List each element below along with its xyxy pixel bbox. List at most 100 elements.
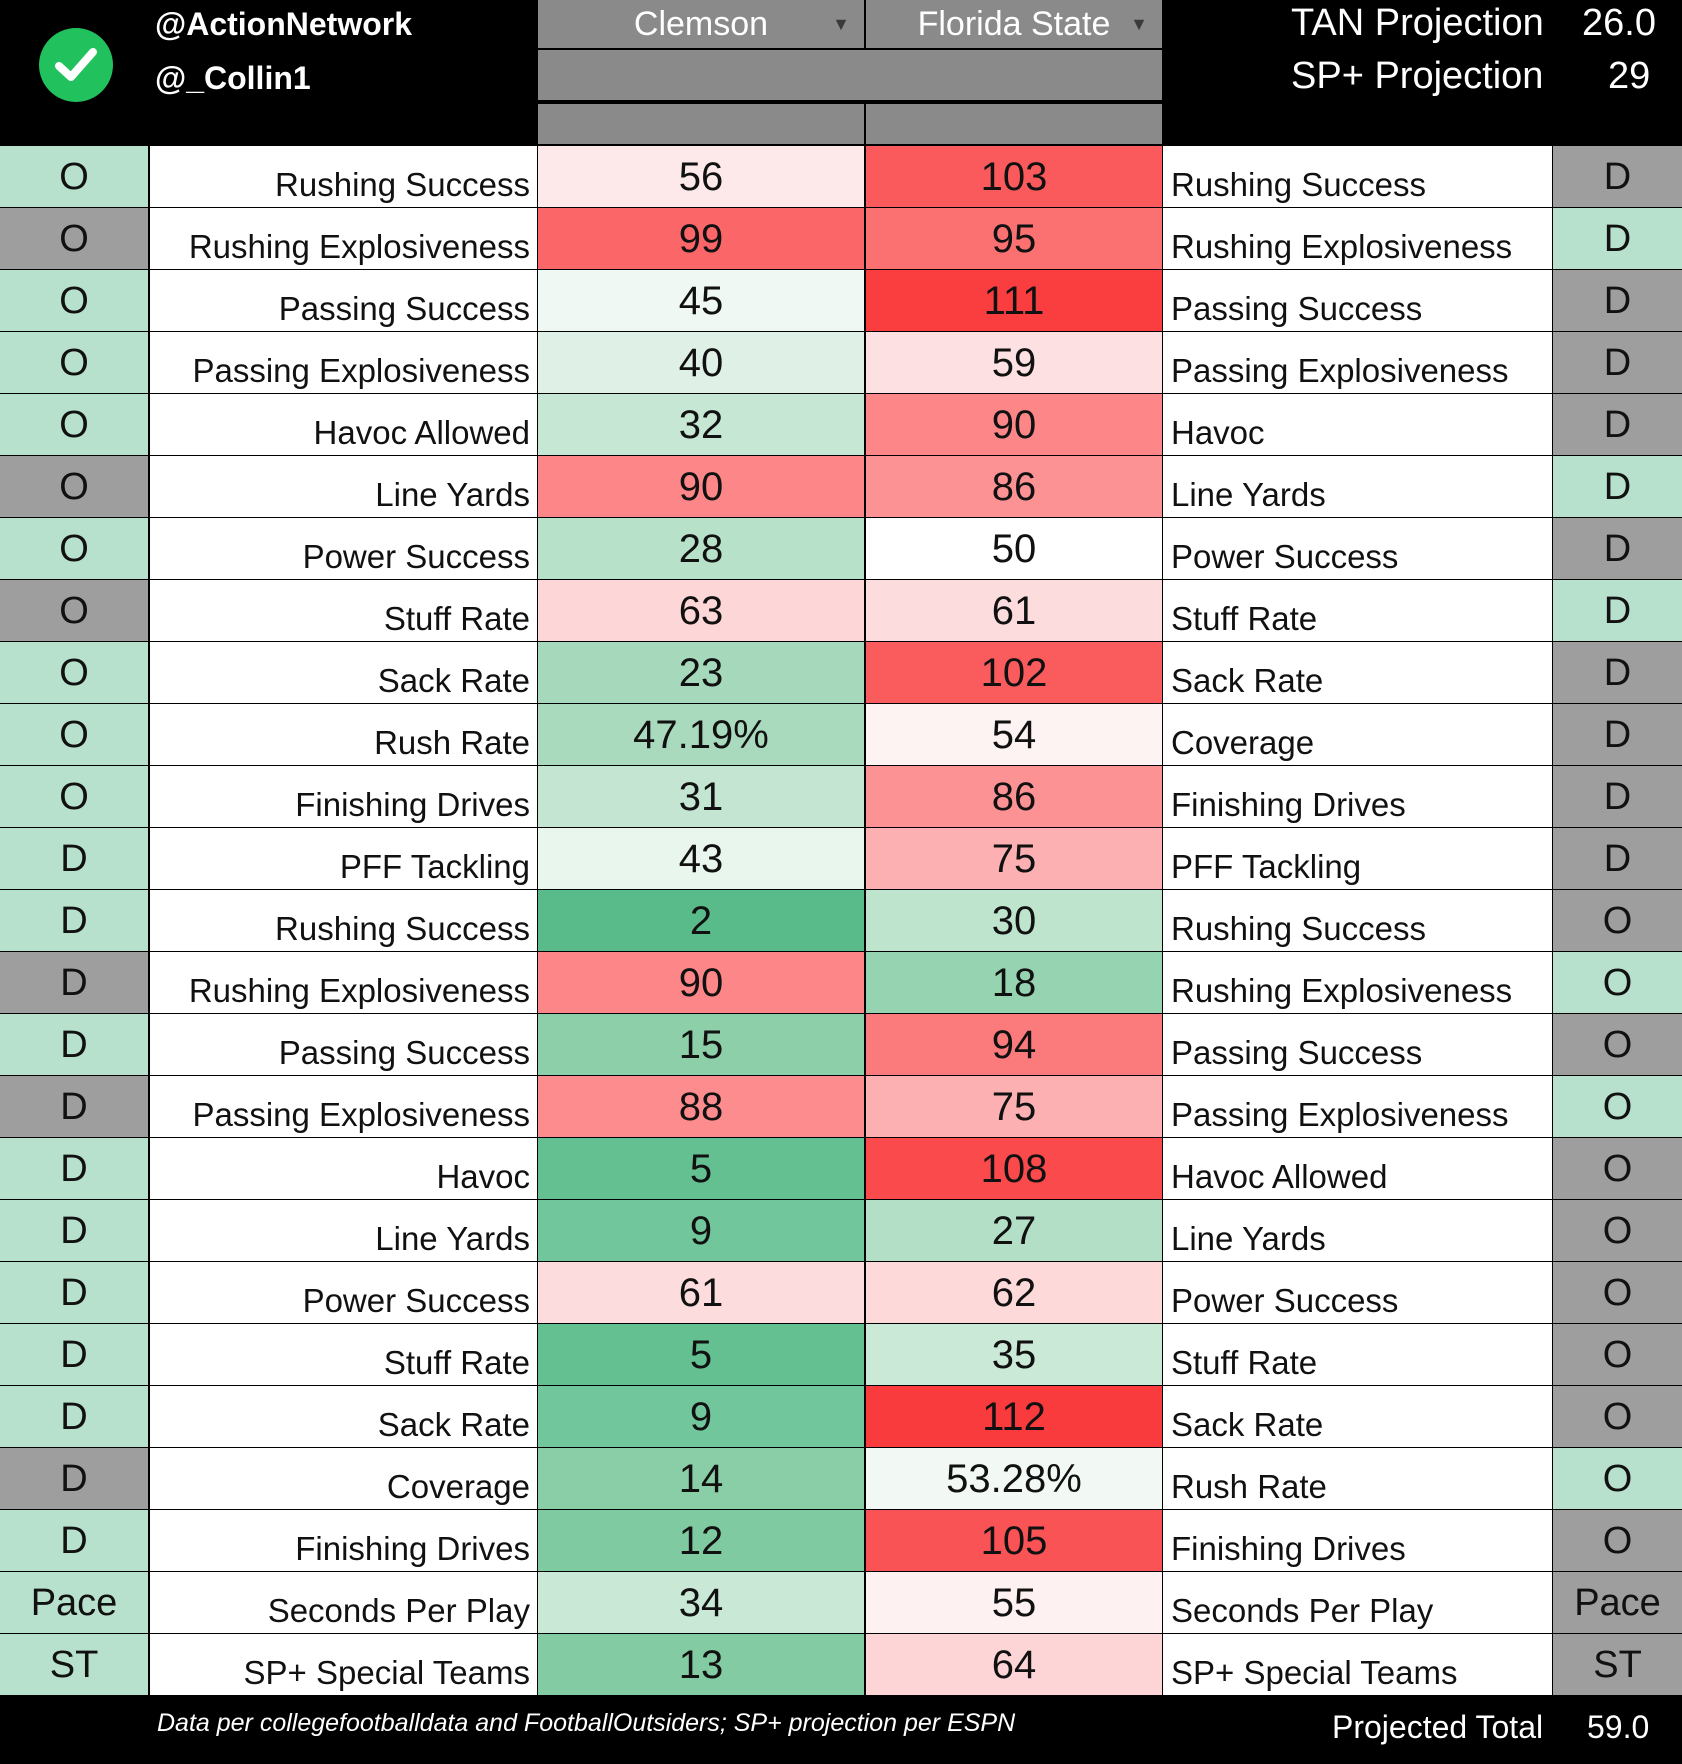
stat-label-right[interactable]: Line Yards (1163, 1200, 1552, 1261)
team-a-rank[interactable]: 63 (538, 580, 864, 641)
team-b-rank[interactable]: 61 (866, 580, 1162, 641)
side-left[interactable]: D (0, 1262, 148, 1323)
stat-label-left[interactable]: Passing Explosiveness (150, 1076, 537, 1137)
side-left[interactable]: D (0, 1324, 148, 1385)
team-a-rank[interactable]: 9 (538, 1200, 864, 1261)
team-a-rank[interactable]: 47.19% (538, 704, 864, 765)
team-b-rank[interactable]: 75 (866, 828, 1162, 889)
team-b-rank[interactable]: 112 (866, 1386, 1162, 1447)
team-a-rank[interactable]: 31 (538, 766, 864, 827)
team-a-rank[interactable]: 40 (538, 332, 864, 393)
side-left[interactable]: D (0, 952, 148, 1013)
side-right[interactable]: D (1553, 146, 1682, 207)
side-left[interactable]: O (0, 332, 148, 393)
team-a-rank[interactable]: 90 (538, 952, 864, 1013)
side-left[interactable]: D (0, 828, 148, 889)
stat-label-left[interactable]: Havoc (150, 1138, 537, 1199)
stat-label-right[interactable]: Rushing Success (1163, 146, 1552, 207)
stat-label-left[interactable]: Power Success (150, 518, 537, 579)
stat-label-right[interactable]: Finishing Drives (1163, 1510, 1552, 1571)
side-left[interactable]: D (0, 1014, 148, 1075)
stat-label-left[interactable]: Rushing Explosiveness (150, 952, 537, 1013)
team-b-rank[interactable]: 64 (866, 1634, 1162, 1695)
team-b-rank[interactable]: 62 (866, 1262, 1162, 1323)
team-b-rank[interactable]: 86 (866, 766, 1162, 827)
team-b-rank[interactable]: 75 (866, 1076, 1162, 1137)
team-a-rank[interactable]: 5 (538, 1324, 864, 1385)
stat-label-left[interactable]: Rushing Success (150, 890, 537, 951)
stat-label-right[interactable]: Sack Rate (1163, 642, 1552, 703)
side-right[interactable]: O (1553, 1448, 1682, 1509)
team-a-rank[interactable]: 14 (538, 1448, 864, 1509)
stat-label-right[interactable]: Stuff Rate (1163, 1324, 1552, 1385)
side-left[interactable]: O (0, 518, 148, 579)
side-right[interactable]: D (1553, 828, 1682, 889)
stat-label-left[interactable]: Stuff Rate (150, 580, 537, 641)
side-left[interactable]: D (0, 1138, 148, 1199)
side-right[interactable]: O (1553, 1138, 1682, 1199)
team-b-rank[interactable]: 59 (866, 332, 1162, 393)
stat-label-right[interactable]: Passing Success (1163, 1014, 1552, 1075)
stat-label-right[interactable]: Power Success (1163, 518, 1552, 579)
side-left[interactable]: Pace (0, 1572, 148, 1633)
stat-label-left[interactable]: Stuff Rate (150, 1324, 537, 1385)
team-a-rank[interactable]: 2 (538, 890, 864, 951)
stat-label-left[interactable]: Rushing Explosiveness (150, 208, 537, 269)
side-right[interactable]: O (1553, 1262, 1682, 1323)
team-b-rank[interactable]: 18 (866, 952, 1162, 1013)
team-b-dropdown[interactable]: Florida State ▼ (866, 0, 1162, 48)
stat-label-right[interactable]: Havoc (1163, 394, 1552, 455)
side-right[interactable]: D (1553, 394, 1682, 455)
stat-label-left[interactable]: PFF Tackling (150, 828, 537, 889)
stat-label-left[interactable]: Line Yards (150, 1200, 537, 1261)
stat-label-right[interactable]: Passing Success (1163, 270, 1552, 331)
side-left[interactable]: O (0, 704, 148, 765)
team-a-rank[interactable]: 34 (538, 1572, 864, 1633)
team-a-rank[interactable]: 5 (538, 1138, 864, 1199)
team-b-rank[interactable]: 54 (866, 704, 1162, 765)
team-b-rank[interactable]: 86 (866, 456, 1162, 517)
side-right[interactable]: D (1553, 332, 1682, 393)
side-left[interactable]: D (0, 1200, 148, 1261)
stat-label-right[interactable]: Rushing Explosiveness (1163, 208, 1552, 269)
team-b-rank[interactable]: 50 (866, 518, 1162, 579)
stat-label-right[interactable]: SP+ Special Teams (1163, 1634, 1552, 1695)
side-right[interactable]: O (1553, 1076, 1682, 1137)
stat-label-left[interactable]: Sack Rate (150, 1386, 537, 1447)
team-a-rank[interactable]: 28 (538, 518, 864, 579)
side-left[interactable]: O (0, 456, 148, 517)
team-b-rank[interactable]: 35 (866, 1324, 1162, 1385)
stat-label-right[interactable]: Sack Rate (1163, 1386, 1552, 1447)
side-right[interactable]: D (1553, 518, 1682, 579)
side-right[interactable]: D (1553, 704, 1682, 765)
stat-label-right[interactable]: Rushing Explosiveness (1163, 952, 1552, 1013)
stat-label-right[interactable]: Stuff Rate (1163, 580, 1552, 641)
side-right[interactable]: O (1553, 1386, 1682, 1447)
stat-label-left[interactable]: SP+ Special Teams (150, 1634, 537, 1695)
team-b-rank[interactable]: 90 (866, 394, 1162, 455)
stat-label-left[interactable]: Coverage (150, 1448, 537, 1509)
team-a-rank[interactable]: 88 (538, 1076, 864, 1137)
team-b-rank[interactable]: 30 (866, 890, 1162, 951)
side-right[interactable]: O (1553, 952, 1682, 1013)
side-right[interactable]: O (1553, 1510, 1682, 1571)
stat-label-right[interactable]: Rush Rate (1163, 1448, 1552, 1509)
team-a-rank[interactable]: 45 (538, 270, 864, 331)
stat-label-left[interactable]: Rushing Success (150, 146, 537, 207)
team-a-rank[interactable]: 13 (538, 1634, 864, 1695)
stat-label-left[interactable]: Finishing Drives (150, 766, 537, 827)
stat-label-left[interactable]: Seconds Per Play (150, 1572, 537, 1633)
team-a-rank[interactable]: 15 (538, 1014, 864, 1075)
side-left[interactable]: ST (0, 1634, 148, 1695)
side-left[interactable]: O (0, 146, 148, 207)
stat-label-left[interactable]: Passing Success (150, 270, 537, 331)
stat-label-left[interactable]: Passing Success (150, 1014, 537, 1075)
stat-label-right[interactable]: Power Success (1163, 1262, 1552, 1323)
side-right[interactable]: ST (1553, 1634, 1682, 1695)
team-a-rank[interactable]: 23 (538, 642, 864, 703)
side-right[interactable]: O (1553, 1324, 1682, 1385)
stat-label-left[interactable]: Passing Explosiveness (150, 332, 537, 393)
team-a-rank[interactable]: 9 (538, 1386, 864, 1447)
stat-label-right[interactable]: Havoc Allowed (1163, 1138, 1552, 1199)
stat-label-left[interactable]: Sack Rate (150, 642, 537, 703)
